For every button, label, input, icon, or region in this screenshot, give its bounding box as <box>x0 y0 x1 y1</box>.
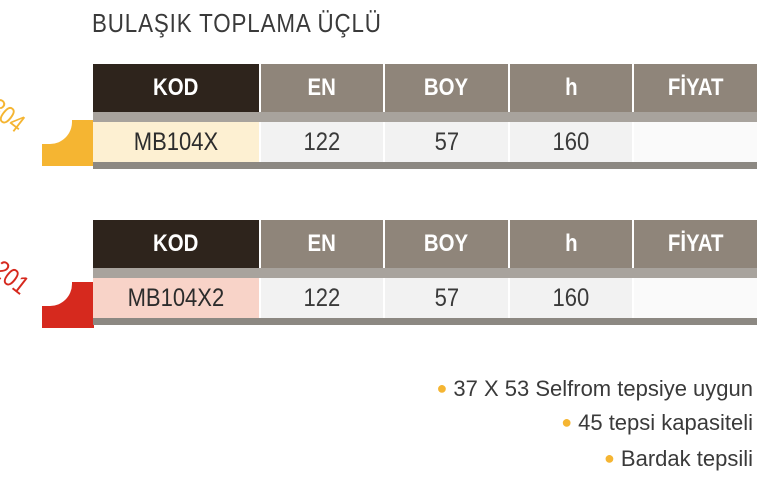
header-kod: KOD <box>93 220 259 268</box>
header-h: h <box>509 64 633 112</box>
header-h: h <box>509 220 633 268</box>
cell-boy: 57 <box>385 278 508 318</box>
bullet-dot-icon: ● <box>436 378 448 398</box>
bullet-dot-icon: ● <box>604 448 615 468</box>
table-row: MB104X2 122 57 160 <box>93 278 757 318</box>
header-fiyat: FİYAT <box>634 220 757 268</box>
divider <box>93 318 757 325</box>
divider <box>93 162 757 169</box>
cell-boy: 57 <box>385 122 508 162</box>
cell-h: 160 <box>509 122 633 162</box>
product-table-304: KOD EN BOY h FİYAT MB104X 122 57 160 <box>93 64 757 169</box>
divider <box>93 112 757 122</box>
table-header: KOD EN BOY h FİYAT <box>93 64 757 112</box>
header-kod: KOD <box>93 64 259 112</box>
divider <box>93 268 757 278</box>
page-title: BULAŞIK TOPLAMA ÜÇLÜ <box>92 8 382 38</box>
header-en: EN <box>260 220 384 268</box>
grade-label-201: 201 <box>0 254 36 301</box>
header-boy: BOY <box>385 64 508 112</box>
feature-item: ● Bardak tepsili <box>604 446 753 471</box>
header-fiyat: FİYAT <box>634 64 757 112</box>
cell-h: 160 <box>509 278 633 318</box>
cell-kod: MB104X2 <box>93 278 259 318</box>
feature-item: ● 45 tepsi kapasiteli <box>561 410 753 435</box>
grade-tab-201 <box>42 280 94 328</box>
feature-item: ● 37 X 53 Selfrom tepsiye uygun <box>436 376 754 401</box>
cell-fiyat <box>634 278 757 318</box>
cell-en: 122 <box>260 122 384 162</box>
header-en: EN <box>260 64 384 112</box>
table-row: MB104X 122 57 160 <box>93 122 757 162</box>
cell-en: 122 <box>260 278 384 318</box>
bullet-dot-icon: ● <box>561 412 573 432</box>
header-boy: BOY <box>385 220 508 268</box>
cell-fiyat <box>634 122 757 162</box>
grade-label-304: 304 <box>0 92 32 139</box>
table-header: KOD EN BOY h FİYAT <box>93 220 757 268</box>
cell-kod: MB104X <box>93 122 259 162</box>
grade-tab-304 <box>42 118 94 166</box>
product-table-201: KOD EN BOY h FİYAT MB104X2 122 57 160 <box>93 220 757 325</box>
